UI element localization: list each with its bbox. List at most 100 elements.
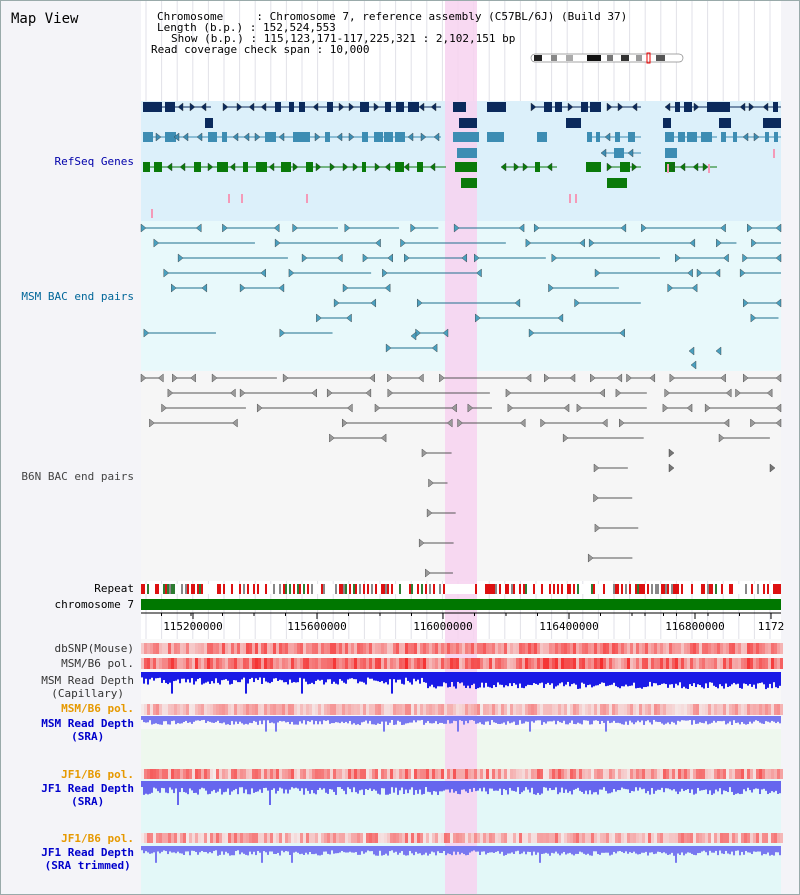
msm-b6-pol-2-label[interactable]: MSM/B6 pol. bbox=[61, 702, 134, 715]
heat-cell bbox=[246, 704, 249, 715]
depth-bar bbox=[583, 672, 585, 684]
heat-cell bbox=[195, 833, 198, 843]
jf1-b6-pol-2-label[interactable]: JF1/B6 pol. bbox=[61, 832, 134, 845]
heat-cell bbox=[633, 833, 636, 843]
pink-marker bbox=[228, 194, 230, 203]
heat-cell bbox=[621, 704, 624, 715]
msm-bac-features[interactable] bbox=[140, 223, 782, 370]
msm-b6-pol-label[interactable]: MSM/B6 pol. bbox=[61, 657, 134, 670]
exon-block bbox=[289, 102, 294, 112]
msm-read-depth-sra-label[interactable]: MSM Read Depth (SRA) bbox=[41, 717, 134, 743]
depth-bar bbox=[261, 781, 263, 793]
heat-cell bbox=[441, 658, 444, 669]
strand-arrow-icon bbox=[619, 328, 625, 338]
heat-cell bbox=[513, 643, 516, 654]
depth-bar bbox=[557, 716, 559, 721]
depth-bar bbox=[741, 716, 743, 723]
heat-cell bbox=[663, 658, 666, 669]
depth-bar bbox=[673, 716, 675, 723]
heat-cell bbox=[621, 769, 624, 779]
depth-bar bbox=[497, 672, 499, 683]
depth-bar bbox=[429, 672, 431, 687]
depth-bar bbox=[595, 672, 597, 686]
heat-cell bbox=[291, 769, 294, 779]
heat-cell bbox=[276, 704, 279, 715]
jf1-b6-pol-label[interactable]: JF1/B6 pol. bbox=[61, 768, 134, 781]
refseq-track-label[interactable]: RefSeq Genes bbox=[54, 155, 134, 168]
chromosome-bar[interactable] bbox=[141, 599, 781, 610]
depth-bar bbox=[717, 781, 719, 792]
polymorphism-heat-tracks[interactable] bbox=[141, 643, 783, 843]
msm-bac-track-label[interactable]: MSM BAC end pairs bbox=[21, 290, 134, 303]
heat-cell bbox=[780, 833, 783, 843]
chromosome-track-label[interactable]: chromosome 7 bbox=[54, 598, 134, 611]
repeat-track[interactable] bbox=[141, 584, 781, 594]
depth-bar bbox=[535, 716, 537, 721]
strand-arrow-icon bbox=[775, 223, 782, 233]
depth-bar bbox=[371, 781, 373, 792]
b6n-bac-track-label[interactable]: B6N BAC end pairs bbox=[21, 470, 134, 483]
heat-cell bbox=[474, 658, 477, 669]
msm-read-depth-capillary-label[interactable]: MSM Read Depth (Capillary) bbox=[41, 674, 134, 700]
heat-cell bbox=[498, 704, 501, 715]
heat-cell bbox=[327, 769, 330, 779]
depth-bar bbox=[289, 781, 291, 790]
jf1-read-depth-sra-label[interactable]: JF1 Read Depth (SRA) bbox=[41, 782, 134, 808]
dbsnp-track-label[interactable]: dbSNP(Mouse) bbox=[54, 642, 134, 655]
depth-bar bbox=[603, 716, 605, 723]
heat-cell bbox=[453, 769, 456, 779]
b6n-bac-features[interactable] bbox=[140, 373, 782, 578]
depth-bar bbox=[357, 846, 359, 855]
depth-bar bbox=[639, 846, 641, 855]
depth-bar bbox=[425, 716, 427, 723]
heat-cell bbox=[756, 833, 759, 843]
depth-bar bbox=[751, 716, 753, 724]
depth-bar bbox=[767, 781, 769, 795]
heat-cell bbox=[306, 704, 309, 715]
depth-bar bbox=[585, 716, 587, 721]
depth-bar bbox=[235, 716, 237, 722]
depth-bar bbox=[491, 846, 493, 853]
heat-cell bbox=[633, 704, 636, 715]
depth-bar bbox=[459, 716, 461, 721]
depth-bar bbox=[669, 781, 671, 790]
heat-cell bbox=[651, 704, 654, 715]
heat-cell bbox=[768, 833, 771, 843]
heat-cell bbox=[426, 704, 429, 715]
exon-block bbox=[607, 178, 627, 188]
depth-bar bbox=[143, 846, 145, 854]
heat-cell bbox=[534, 769, 537, 779]
heat-cell bbox=[504, 769, 507, 779]
depth-bar bbox=[393, 672, 395, 680]
repeat-tick bbox=[429, 584, 431, 594]
depth-bar bbox=[437, 672, 439, 687]
heat-cell bbox=[636, 643, 639, 654]
depth-bar bbox=[427, 672, 429, 689]
depth-bar bbox=[251, 716, 253, 724]
heat-cell bbox=[525, 658, 528, 669]
strand-arrow-icon bbox=[268, 162, 275, 172]
refseq-features[interactable] bbox=[143, 102, 781, 218]
heat-cell bbox=[411, 658, 414, 669]
read-depth-tracks[interactable] bbox=[141, 672, 781, 863]
heat-cell bbox=[399, 769, 402, 779]
depth-bar bbox=[397, 716, 399, 721]
depth-bar bbox=[759, 781, 761, 795]
heat-cell bbox=[429, 704, 432, 715]
repeat-track-label[interactable]: Repeat bbox=[94, 582, 134, 595]
strand-arrow-icon bbox=[474, 253, 480, 263]
jf1-read-depth-trimmed-label[interactable]: JF1 Read Depth (SRA trimmed) bbox=[41, 846, 134, 872]
heat-cell bbox=[579, 833, 582, 843]
depth-bar bbox=[765, 846, 767, 855]
heat-cell bbox=[141, 658, 144, 669]
depth-bar bbox=[555, 846, 557, 852]
depth-bar bbox=[155, 716, 157, 724]
heat-cell bbox=[372, 658, 375, 669]
repeat-tick bbox=[253, 584, 255, 594]
depth-bar bbox=[715, 846, 717, 851]
heat-cell bbox=[735, 833, 738, 843]
heat-cell bbox=[516, 704, 519, 715]
heat-cell bbox=[456, 643, 459, 654]
strand-arrow-icon bbox=[702, 162, 709, 172]
chromosome-ideogram-icon[interactable] bbox=[530, 52, 684, 64]
